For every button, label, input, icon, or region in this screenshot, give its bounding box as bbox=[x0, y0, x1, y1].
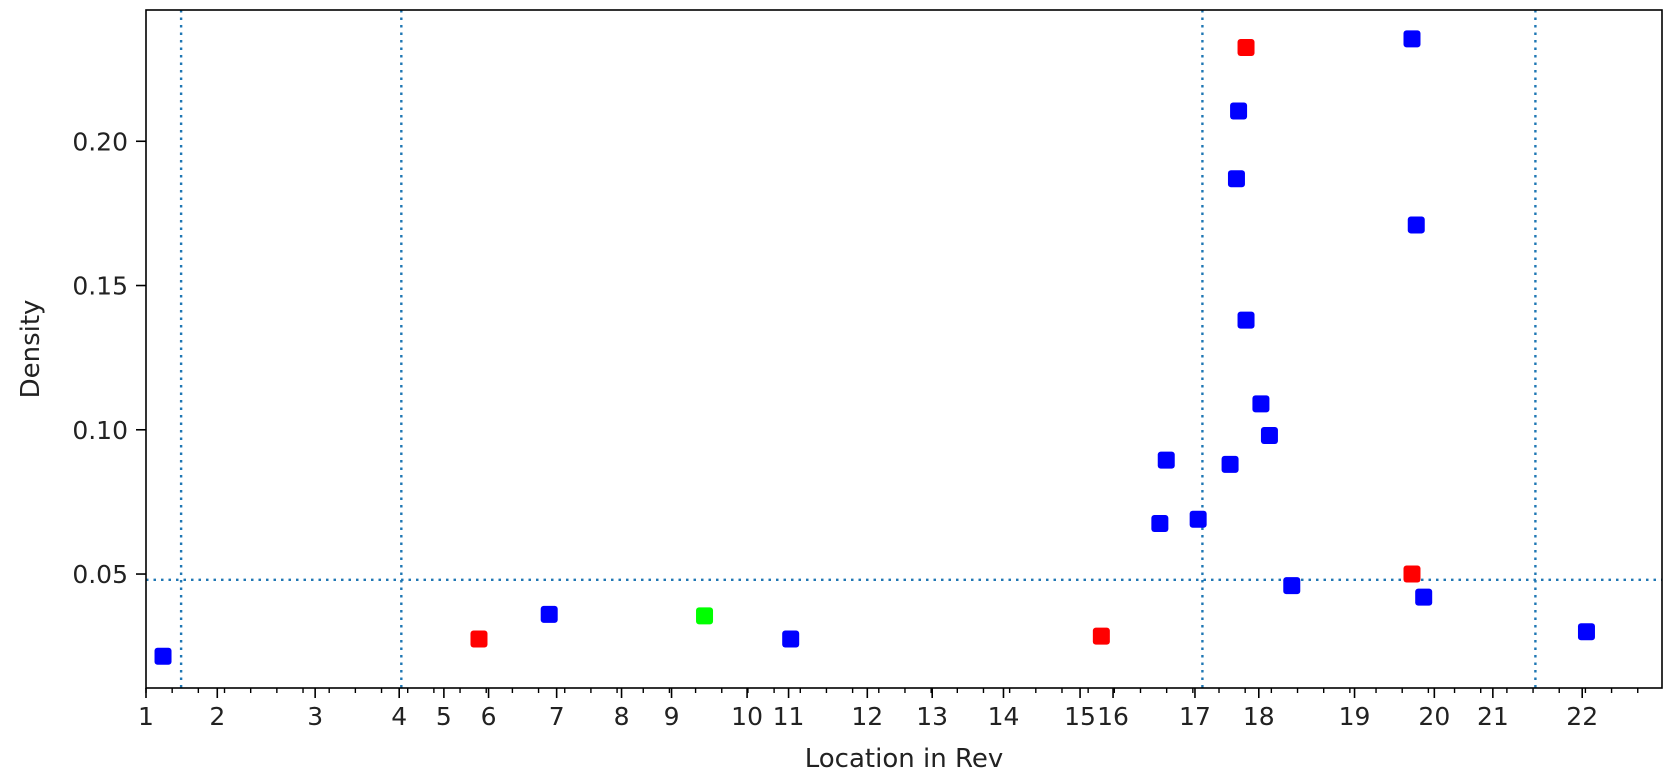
x-tick-label-5: 5 bbox=[436, 702, 452, 731]
x-tick-label-1: 1 bbox=[138, 702, 154, 731]
data-point-4 bbox=[696, 607, 714, 625]
x-tick-label-20: 20 bbox=[1418, 702, 1450, 731]
y-axis-label: Density bbox=[16, 300, 46, 399]
data-point-12 bbox=[1230, 102, 1248, 120]
x-tick-label-7: 7 bbox=[549, 702, 565, 731]
x-tick-label-11: 11 bbox=[773, 702, 805, 731]
data-point-15 bbox=[1252, 395, 1270, 413]
x-axis: 1 2 3 4 5 6 7 8 9 10 11 12 13 14 15 16 17 18 19 20 21 22 bbox=[138, 688, 1639, 731]
data-point-18 bbox=[1403, 30, 1421, 48]
data-point-22 bbox=[1577, 623, 1595, 641]
x-tick-label-4: 4 bbox=[391, 702, 407, 731]
x-tick-label-13: 13 bbox=[916, 702, 948, 731]
x-tick-label-21: 21 bbox=[1477, 702, 1509, 731]
data-point-19 bbox=[1403, 565, 1421, 583]
data-point-20 bbox=[1407, 216, 1425, 234]
data-points bbox=[154, 30, 1595, 665]
data-point-21 bbox=[1415, 588, 1433, 606]
data-point-3 bbox=[540, 605, 558, 623]
data-point-7 bbox=[1151, 515, 1169, 533]
x-tick-label-8: 8 bbox=[614, 702, 630, 731]
x-tick-label-10: 10 bbox=[731, 702, 763, 731]
x-tick-label-22: 22 bbox=[1566, 702, 1598, 731]
x-tick-label-19: 19 bbox=[1339, 702, 1371, 731]
data-point-13 bbox=[1237, 311, 1255, 329]
data-point-17 bbox=[1283, 577, 1301, 595]
x-tick-label-9: 9 bbox=[664, 702, 680, 731]
data-point-16 bbox=[1260, 427, 1278, 445]
x-tick-label-2: 2 bbox=[209, 702, 225, 731]
x-tick-label-18: 18 bbox=[1243, 702, 1275, 731]
data-point-10 bbox=[1221, 455, 1239, 473]
x-tick-label-14: 14 bbox=[988, 702, 1020, 731]
plot-frame bbox=[145, 9, 1663, 689]
y-tick-label-0.05: 0.05 bbox=[72, 560, 128, 589]
x-axis-label: Location in Rev bbox=[805, 744, 1003, 774]
x-tick-label-6: 6 bbox=[481, 702, 497, 731]
x-tick-label-3: 3 bbox=[307, 702, 323, 731]
data-point-11 bbox=[1227, 170, 1245, 188]
y-tick-label-0.20: 0.20 bbox=[72, 127, 128, 156]
x-tick-label-16: 16 bbox=[1097, 702, 1129, 731]
data-point-5 bbox=[782, 630, 800, 648]
data-point-1 bbox=[154, 647, 172, 665]
x-tick-label-15: 15 bbox=[1064, 702, 1096, 731]
y-tick-label-0.15: 0.15 bbox=[72, 272, 128, 301]
x-tick-label-12: 12 bbox=[851, 702, 883, 731]
data-point-6 bbox=[1092, 627, 1110, 645]
data-point-9 bbox=[1189, 510, 1207, 528]
data-point-8 bbox=[1157, 451, 1175, 469]
x-tick-label-17: 17 bbox=[1179, 702, 1211, 731]
data-point-14 bbox=[1237, 39, 1255, 57]
data-point-2 bbox=[470, 630, 488, 648]
reference-lines bbox=[146, 10, 1662, 688]
y-tick-label-0.10: 0.10 bbox=[72, 416, 128, 445]
y-axis: 0.05 0.10 0.15 0.20 bbox=[72, 127, 146, 589]
